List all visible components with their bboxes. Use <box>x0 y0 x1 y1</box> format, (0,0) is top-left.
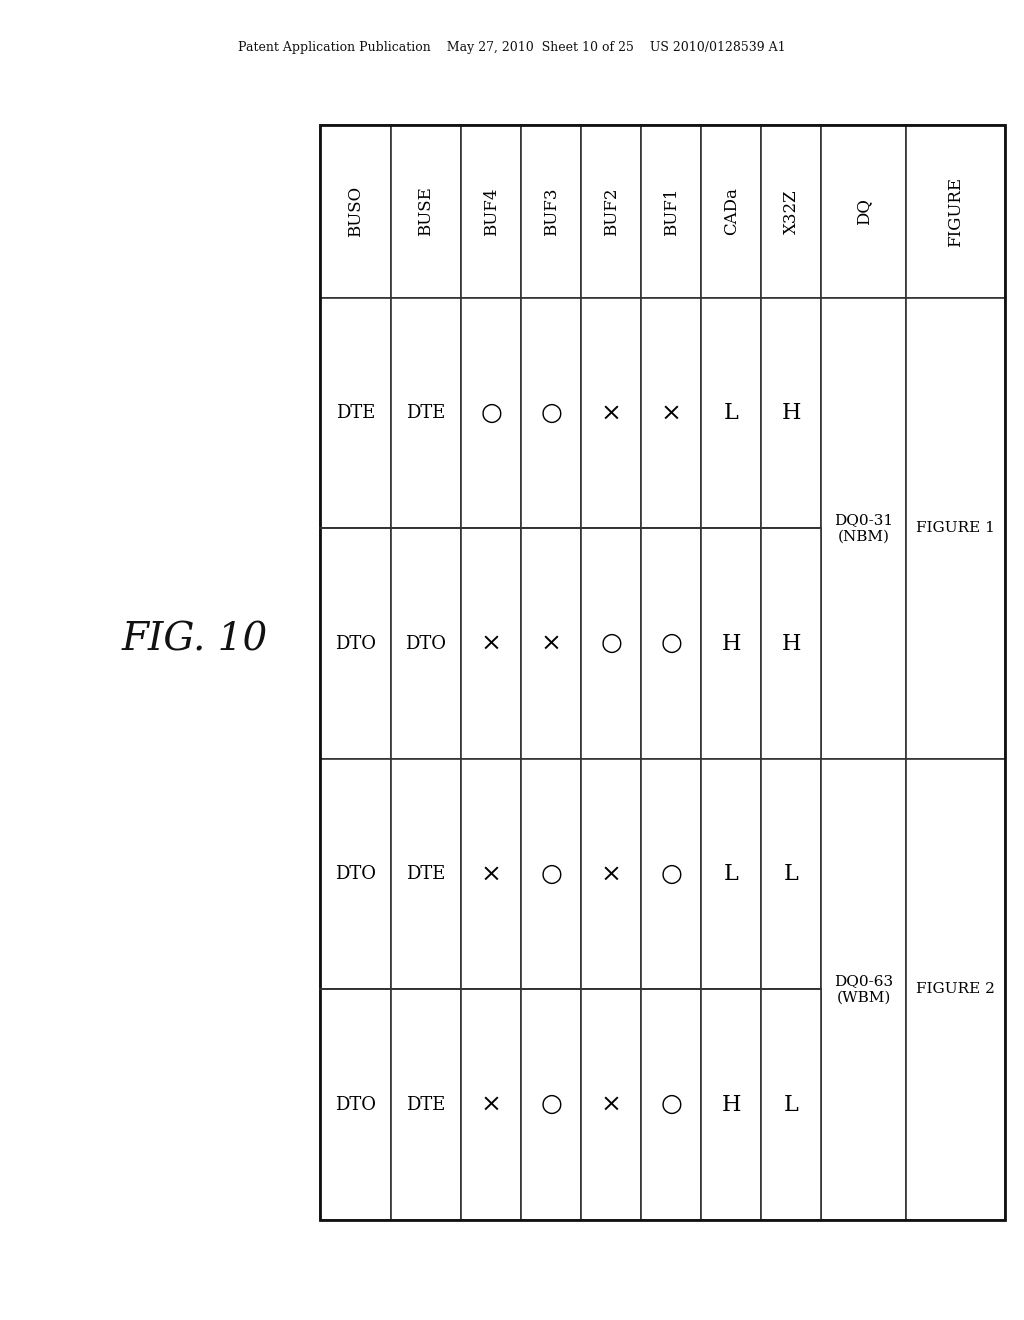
Bar <box>461 759 521 990</box>
Bar <box>390 759 461 990</box>
Text: CADa: CADa <box>723 187 740 235</box>
Text: DTO: DTO <box>406 635 446 652</box>
Bar <box>641 759 701 990</box>
Bar <box>762 298 821 528</box>
Bar <box>521 298 582 528</box>
Bar <box>906 125 1005 298</box>
Text: DTO: DTO <box>335 865 376 883</box>
Text: Patent Application Publication    May 27, 2010  Sheet 10 of 25    US 2010/012853: Patent Application Publication May 27, 2… <box>239 41 785 54</box>
Text: L: L <box>724 863 738 886</box>
Bar <box>521 759 582 990</box>
Text: ×: × <box>601 1093 622 1117</box>
Text: ○: ○ <box>541 863 562 886</box>
Bar <box>521 528 582 759</box>
Bar <box>319 298 390 528</box>
Bar <box>821 759 906 1220</box>
Text: DTO: DTO <box>335 635 376 652</box>
Text: DTE: DTE <box>407 404 445 422</box>
Bar <box>641 125 701 298</box>
Text: BUSE: BUSE <box>418 186 434 236</box>
Bar <box>762 125 821 298</box>
Text: BUF4: BUF4 <box>482 187 500 236</box>
Bar <box>906 759 1005 1220</box>
Text: FIGURE 2: FIGURE 2 <box>916 982 995 997</box>
Bar <box>762 759 821 990</box>
Bar <box>521 125 582 298</box>
Bar <box>461 990 521 1220</box>
Bar <box>701 125 762 298</box>
Text: ×: × <box>480 1093 502 1117</box>
Text: DQ0-31
(NBM): DQ0-31 (NBM) <box>835 513 893 544</box>
Text: DTE: DTE <box>407 1096 445 1114</box>
Text: H: H <box>722 632 741 655</box>
Text: ○: ○ <box>541 1093 562 1117</box>
Text: X32Z: X32Z <box>783 189 800 234</box>
Text: FIG. 10: FIG. 10 <box>122 622 268 659</box>
Bar <box>319 125 1005 1220</box>
Bar <box>821 125 906 298</box>
Text: DQ: DQ <box>855 198 872 224</box>
Bar <box>319 528 390 759</box>
Bar <box>906 298 1005 759</box>
Bar <box>762 990 821 1220</box>
Text: BUF3: BUF3 <box>543 187 560 236</box>
Bar <box>701 528 762 759</box>
Bar <box>701 298 762 528</box>
Text: FIGURE: FIGURE <box>947 177 964 247</box>
Bar <box>390 528 461 759</box>
Bar <box>319 125 390 298</box>
Text: H: H <box>781 403 801 424</box>
Bar <box>582 298 641 528</box>
Bar <box>582 990 641 1220</box>
Bar <box>521 990 582 1220</box>
Text: H: H <box>781 632 801 655</box>
Text: L: L <box>784 863 799 886</box>
Bar <box>701 990 762 1220</box>
Text: ○: ○ <box>480 401 502 425</box>
Bar <box>762 528 821 759</box>
Bar <box>641 990 701 1220</box>
Text: ○: ○ <box>600 632 623 655</box>
Text: ○: ○ <box>541 401 562 425</box>
Text: ×: × <box>601 401 622 425</box>
Text: DTE: DTE <box>407 865 445 883</box>
Text: BUSO: BUSO <box>347 186 364 238</box>
Bar <box>390 298 461 528</box>
Text: ○: ○ <box>660 1093 682 1117</box>
Bar <box>461 298 521 528</box>
Bar <box>461 125 521 298</box>
Text: L: L <box>724 403 738 424</box>
Bar <box>821 298 906 759</box>
Bar <box>701 759 762 990</box>
Text: ×: × <box>660 401 682 425</box>
Text: H: H <box>722 1094 741 1115</box>
Bar <box>641 298 701 528</box>
Bar <box>319 759 390 990</box>
Bar <box>582 528 641 759</box>
Text: ○: ○ <box>660 632 682 655</box>
Bar <box>461 528 521 759</box>
Bar <box>641 528 701 759</box>
Text: FIGURE 1: FIGURE 1 <box>916 521 995 536</box>
Text: DTE: DTE <box>336 404 375 422</box>
Text: DTO: DTO <box>335 1096 376 1114</box>
Text: ×: × <box>480 632 502 655</box>
Text: BUF2: BUF2 <box>603 187 620 236</box>
Text: ×: × <box>480 863 502 886</box>
Bar <box>390 125 461 298</box>
Text: BUF1: BUF1 <box>663 187 680 236</box>
Text: L: L <box>784 1094 799 1115</box>
Bar <box>582 125 641 298</box>
Text: ○: ○ <box>660 863 682 886</box>
Bar <box>390 990 461 1220</box>
Bar <box>582 759 641 990</box>
Bar <box>319 990 390 1220</box>
Text: DQ0-63
(WBM): DQ0-63 (WBM) <box>835 974 893 1005</box>
Text: ×: × <box>601 863 622 886</box>
Text: ×: × <box>541 632 562 655</box>
